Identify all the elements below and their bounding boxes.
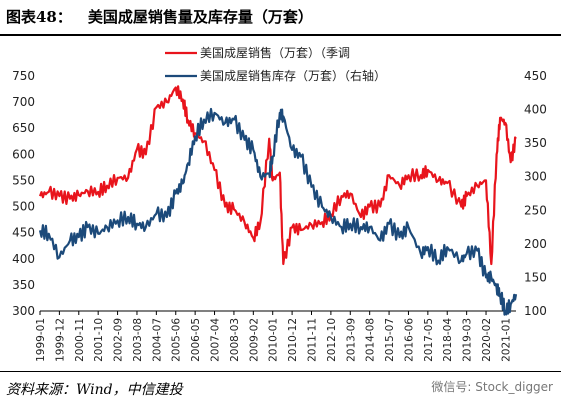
x-tick-label: 2015-07 (384, 318, 396, 362)
y-right-tick-label: 150 (524, 270, 547, 284)
x-tick-label: 2007-04 (210, 318, 222, 362)
x-tick-label: 2006-05 (190, 318, 202, 362)
x-tick-label: 2009-02 (248, 318, 260, 362)
x-tick-label: 2002-09 (113, 318, 125, 362)
series-line-inventory (38, 107, 518, 316)
y-left-tick-label: 300 (12, 304, 35, 318)
y-right-tick-label: 450 (524, 69, 547, 83)
legend-label-inventory: 美国成屋销售库存（万套）（右轴） (200, 68, 386, 83)
legend-label-sales: 美国成屋销售（万套）（季调 (200, 45, 350, 60)
chart-title: 美国成屋销售量及库存量（万套） (87, 8, 313, 26)
figure-label: 图表48： (6, 8, 72, 26)
y-left-tick-label: 350 (12, 278, 35, 292)
x-tick-label: 2011-11 (306, 318, 318, 362)
x-tick-label: 1999-12 (54, 318, 66, 362)
x-tick-label: 2003-08 (132, 318, 144, 362)
x-tick-label: 2005-06 (171, 318, 183, 362)
x-tick-label: 2014-08 (365, 318, 377, 362)
x-tick-label: 2010-01 (268, 318, 280, 362)
y-left-tick-label: 400 (12, 252, 35, 266)
y-right-tick-label: 100 (524, 304, 547, 318)
x-tick-label: 2019-03 (462, 318, 474, 362)
figure-title: 图表48： 美国成屋销售量及库存量（万套） (6, 6, 313, 27)
y-left-tick-label: 550 (12, 173, 35, 187)
legend: 美国成屋销售（万套）（季调 美国成屋销售库存（万套）（右轴） (165, 45, 386, 83)
title-divider (0, 34, 561, 36)
source-note: 资料来源：Wind，中信建投 (6, 382, 183, 398)
x-tick-label: 2012-10 (326, 318, 338, 362)
x-tick-label: 2017-05 (423, 318, 435, 362)
series-line-sales (38, 85, 517, 266)
x-tick-label: 2010-12 (287, 318, 299, 362)
y-left-tick-label: 650 (12, 121, 35, 135)
axes: 3003504004505005506006507007501001502002… (12, 69, 547, 362)
y-left-tick-label: 500 (12, 200, 35, 214)
x-tick-label: 1999-01 (35, 318, 47, 362)
y-right-tick-label: 250 (524, 203, 547, 217)
x-tick-label: 2000-11 (74, 318, 86, 362)
x-tick-label: 2004-07 (151, 318, 163, 362)
x-tick-label: 2018-04 (442, 318, 454, 362)
y-left-tick-label: 750 (12, 69, 35, 83)
x-tick-label: 2001-10 (93, 318, 105, 362)
y-left-tick-label: 600 (12, 147, 35, 161)
chart: 美国成屋销售（万套）（季调 美国成屋销售库存（万套）（右轴） 300 350 400… (12, 45, 547, 362)
x-tick-label: 2021-01 (500, 318, 512, 362)
y-left-tick-label: 700 (12, 95, 35, 109)
y-right-tick-label: 350 (524, 136, 547, 150)
y-right-tick-label: 300 (524, 170, 547, 184)
x-tick-label: 2013-09 (345, 318, 357, 362)
y-right-tick-label: 400 (524, 103, 547, 117)
x-tick-label: 2008-03 (229, 318, 241, 362)
footer-divider (0, 371, 561, 372)
x-tick-label: 2020-02 (481, 318, 493, 362)
y-left-tick-label: 450 (12, 226, 35, 240)
series-group (38, 85, 518, 316)
watermark: 微信号: Stock_digger (431, 380, 553, 394)
x-tick-label: 2016-06 (403, 318, 415, 362)
y-right-tick-label: 200 (524, 237, 547, 251)
